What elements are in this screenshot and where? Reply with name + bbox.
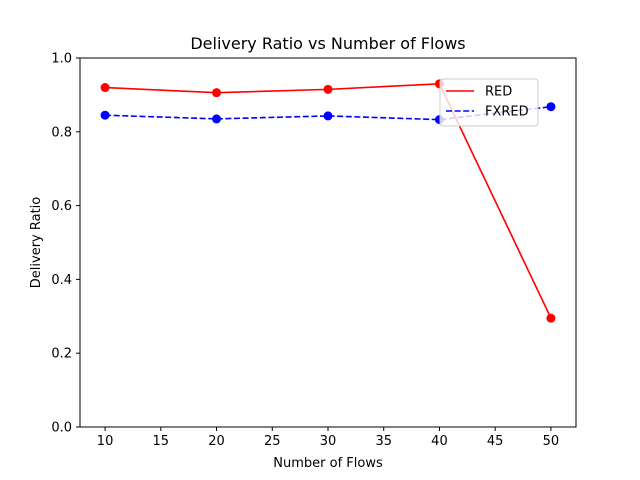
x-tick-label: 15 [153,434,170,449]
data-point-red [212,88,222,98]
data-point-red [546,313,556,323]
data-point-fxred [100,110,110,120]
data-point-red [100,83,110,93]
y-tick-label: 0.8 [51,125,72,140]
x-tick-label: 50 [543,434,560,449]
legend: RED FXRED [439,78,539,127]
x-axis-title: Number of Flows [273,456,383,471]
data-point-fxred [323,111,333,121]
chart-title: Delivery Ratio vs Number of Flows [190,34,465,53]
x-tick-label: 25 [264,434,281,449]
y-tick-label: 0.6 [51,199,72,214]
y-tick-label: 0.4 [51,273,72,288]
x-tick-label: 10 [97,434,114,449]
data-point-fxred [546,102,556,112]
y-tick-label: 0.0 [51,421,72,436]
legend-label-red: RED [485,85,512,100]
data-point-red [323,84,333,94]
x-tick-label: 40 [431,434,448,449]
x-tick-label: 30 [320,434,337,449]
x-tick-label: 20 [208,434,225,449]
legend-label-fxred: FXRED [485,105,529,120]
x-tick-label: 45 [487,434,504,449]
y-axis-title: Delivery Ratio [29,197,44,289]
x-tick-label: 35 [375,434,392,449]
axis-ticks: 10 15 20 25 30 35 40 45 50 0.0 0.2 0.4 0.6 0.8 1.0 [51,52,559,450]
y-tick-label: 1.0 [51,52,72,67]
y-tick-label: 0.2 [51,347,72,362]
data-point-fxred [212,114,222,124]
